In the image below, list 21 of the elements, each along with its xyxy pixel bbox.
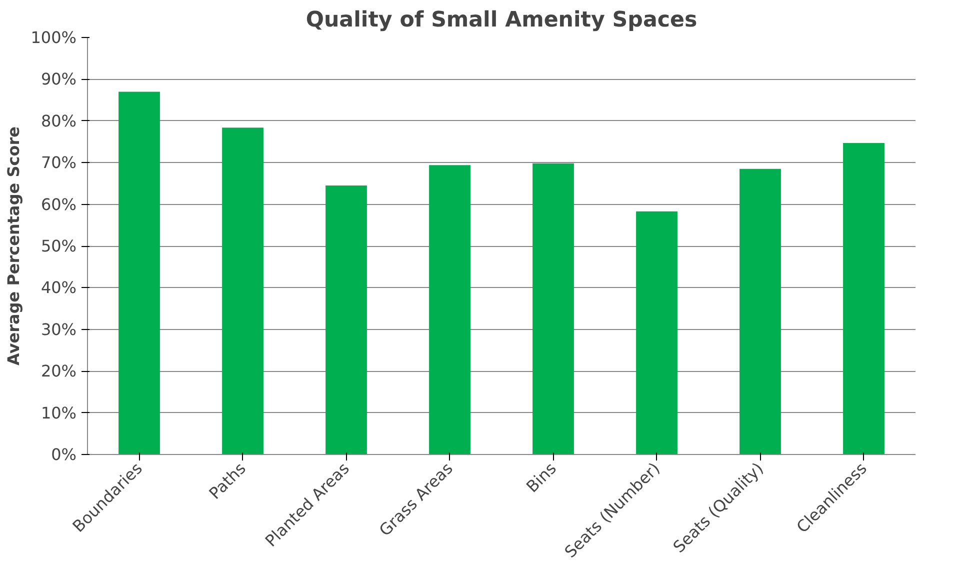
y-tick-label: 20% bbox=[40, 362, 76, 381]
y-tick-label: 50% bbox=[40, 236, 76, 256]
y-tick-label: 90% bbox=[40, 70, 76, 89]
y-tick-label: 10% bbox=[40, 403, 76, 422]
bar bbox=[118, 92, 160, 454]
y-axis-title: Average Percentage Score bbox=[4, 126, 23, 366]
bar bbox=[636, 211, 678, 454]
y-tick-label: 0% bbox=[51, 445, 77, 464]
bar bbox=[326, 186, 367, 454]
y-tick-label: 100% bbox=[30, 28, 77, 47]
y-tick-label: 80% bbox=[40, 111, 76, 130]
chart-title: Quality of Small Amenity Spaces bbox=[306, 8, 698, 32]
y-tick-label: 40% bbox=[40, 278, 76, 298]
bar bbox=[222, 128, 264, 454]
bar bbox=[532, 163, 574, 454]
y-tick-label: 60% bbox=[40, 194, 76, 214]
y-tick-label: 30% bbox=[40, 320, 76, 339]
bar bbox=[429, 165, 470, 454]
bar bbox=[843, 143, 884, 454]
y-tick-label: 70% bbox=[40, 153, 76, 172]
bar bbox=[740, 168, 781, 454]
